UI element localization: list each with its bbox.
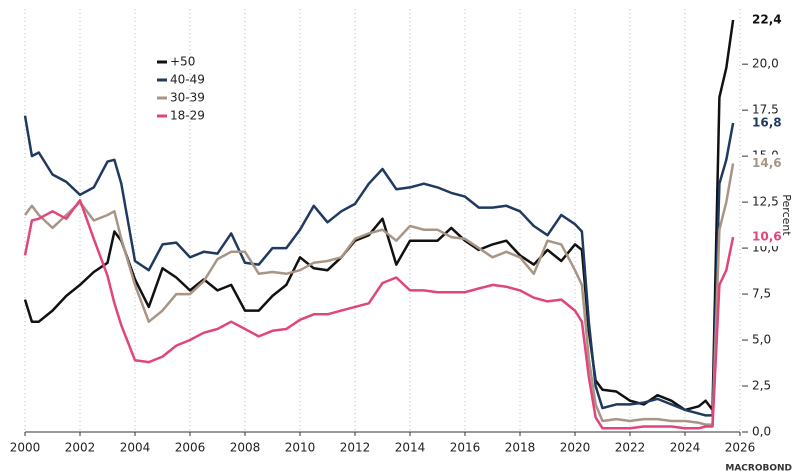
x-tick-label: 2002	[65, 441, 96, 455]
end-label: 14,6	[752, 156, 782, 170]
x-tick-label: 2022	[615, 441, 646, 455]
y-tick-label: 17,5	[752, 103, 779, 117]
end-label: 10,6	[752, 230, 782, 244]
legend-label: +50	[170, 55, 195, 69]
x-tick-label: 2026	[725, 441, 756, 455]
x-tick-label: 2016	[450, 441, 481, 455]
legend-label: 30-39	[170, 91, 205, 105]
y-axis-label: Percent	[780, 194, 793, 236]
end-label-box	[748, 11, 780, 30]
x-tick-label: 2008	[230, 441, 261, 455]
end-label-box	[748, 228, 780, 247]
end-label-box	[748, 114, 780, 133]
x-tick-label: 2000	[10, 441, 41, 455]
end-label: 22,4	[752, 13, 782, 27]
y-tick-label: 7,5	[752, 287, 771, 301]
end-label-box	[748, 154, 780, 173]
x-tick-label: 2014	[395, 441, 426, 455]
y-tick-label: 0,0	[752, 425, 771, 439]
x-tick-label: 2012	[340, 441, 371, 455]
watermark: MACROBOND	[725, 464, 792, 474]
end-label: 16,8	[752, 116, 782, 130]
series-line	[23, 115, 735, 417]
x-tick-label: 2004	[120, 441, 151, 455]
series-line	[23, 199, 735, 430]
x-tick-label: 2010	[285, 441, 316, 455]
x-tick-label: 2020	[560, 441, 591, 455]
y-tick-label: 5,0	[752, 333, 771, 347]
y-tick-label: 12,5	[752, 195, 779, 209]
legend-label: 18-29	[170, 109, 205, 123]
legend-label: 40-49	[170, 73, 205, 87]
y-tick-label: 20,0	[752, 57, 779, 71]
x-tick-label: 2006	[175, 441, 206, 455]
series-line	[24, 163, 735, 426]
x-tick-label: 2018	[505, 441, 536, 455]
x-tick-label: 2024	[670, 441, 701, 455]
y-tick-label: 2,5	[752, 379, 771, 393]
